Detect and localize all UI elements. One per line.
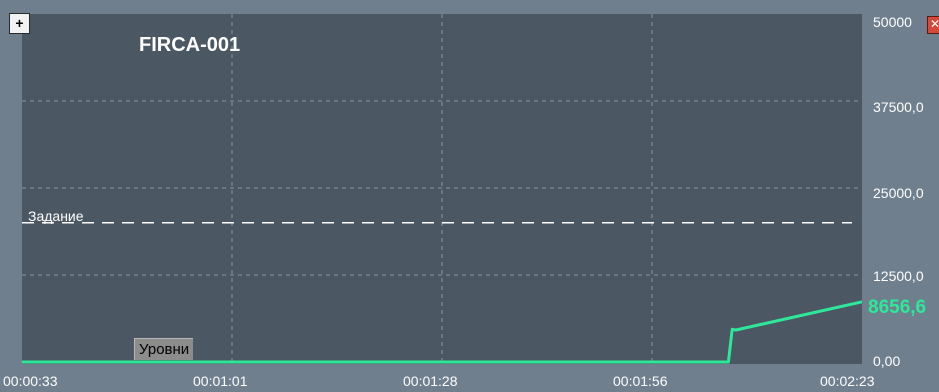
add-button[interactable]: + (9, 13, 30, 34)
chart-title: FIRCA-001 (139, 34, 241, 56)
y-tick-label: 37500,0 (873, 99, 924, 115)
x-tick-label: 00:01:01 (193, 373, 248, 389)
series-label[interactable]: Уровни (134, 338, 194, 360)
trend-chart (22, 14, 862, 364)
series-line-levels (22, 300, 862, 364)
y-tick-label: 25000,0 (873, 185, 924, 201)
y-tick-label: 50000 (873, 14, 912, 30)
y-tick-label: 12500,0 (873, 268, 924, 284)
x-tick-label: 00:00:33 (3, 373, 58, 389)
current-value-label: 8656,6 (868, 297, 927, 318)
x-tick-label: 00:01:56 (613, 373, 668, 389)
y-tick-label: 0,00 (873, 353, 901, 369)
plot-area (22, 14, 862, 364)
setpoint-label: Задание (28, 208, 84, 224)
x-tick-label: 00:02:23 (820, 373, 875, 389)
close-icon[interactable]: ✕ (927, 16, 939, 34)
x-tick-label: 00:01:28 (403, 373, 458, 389)
